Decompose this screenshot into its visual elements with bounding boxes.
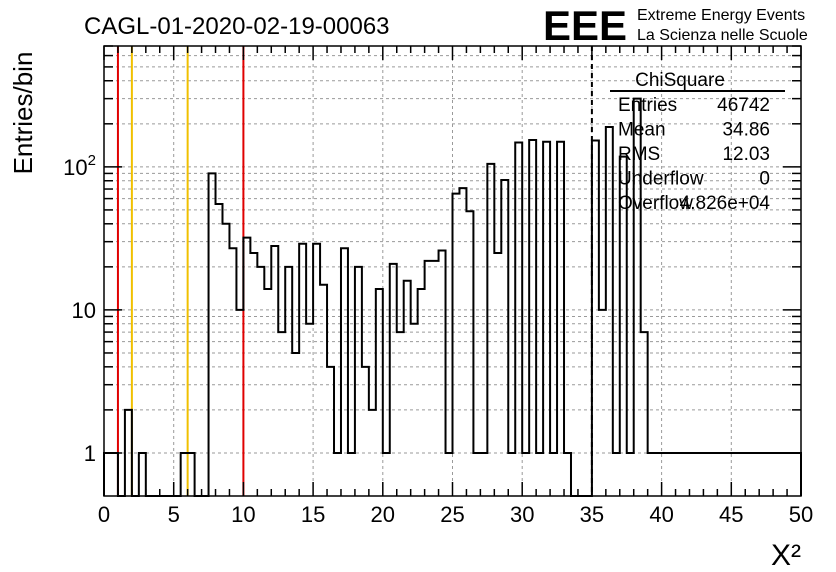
stats-label: Underflow <box>618 169 704 190</box>
stats-value: 34.86 <box>722 120 770 141</box>
stats-title: ChiSquare <box>635 70 725 91</box>
x-tick-label: 20 <box>371 502 395 527</box>
y-tick-label: 10 <box>72 298 96 323</box>
stats-value: 12.03 <box>722 144 770 165</box>
x-tick-label: 30 <box>510 502 534 527</box>
x-tick-labels: 0 5 10 15 20 25 30 35 40 45 50 <box>98 502 813 527</box>
stats-label: Mean <box>618 120 666 141</box>
org-subtitle: La Scienza nelle Scuole <box>637 27 808 44</box>
org-name: Extreme Energy Events <box>637 7 805 24</box>
y-tick-label: 1 <box>84 441 96 466</box>
eee-logo: EEE <box>543 2 627 49</box>
x-tick-label: 40 <box>649 502 673 527</box>
stats-label: RMS <box>618 144 660 165</box>
x-tick-label: 45 <box>719 502 743 527</box>
stats-value: 4.826e+04 <box>680 193 771 214</box>
x-tick-label: 15 <box>301 502 325 527</box>
axis-ticks <box>103 45 802 496</box>
stats-value: 46742 <box>717 95 770 116</box>
y-tick-label: 102 <box>63 152 96 180</box>
x-tick-label: 0 <box>98 502 110 527</box>
stats-label: Overflow <box>618 193 693 214</box>
chart-title: CAGL-01-2020-02-19-00063 <box>84 13 390 40</box>
histogram-series <box>103 97 802 497</box>
stats-box: ChiSquare Entries 46742 Mean 34.86 RMS 12.03 U… <box>610 70 785 214</box>
x-tick-label: 25 <box>440 502 464 527</box>
y-tick-labels: 1 10 102 <box>63 152 96 466</box>
stats-label: Entries <box>618 95 677 116</box>
x-tick-label: 50 <box>789 502 813 527</box>
stats-value: 0 <box>759 169 770 190</box>
x-tick-label: 10 <box>231 502 255 527</box>
x-axis-label: X² <box>771 539 801 572</box>
x-tick-label: 35 <box>580 502 604 527</box>
x-tick-label: 5 <box>168 502 180 527</box>
y-axis-label: Entries/bin <box>8 52 38 175</box>
